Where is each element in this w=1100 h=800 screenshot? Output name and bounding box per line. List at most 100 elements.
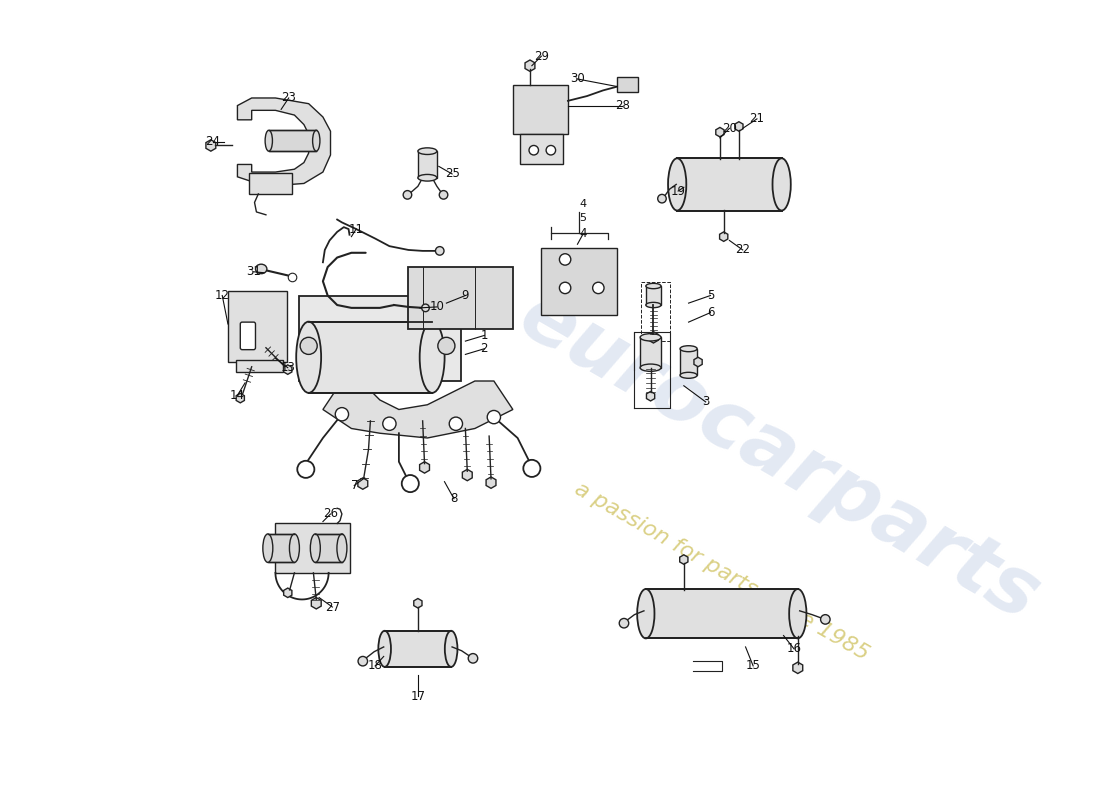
Ellipse shape bbox=[821, 614, 830, 624]
Ellipse shape bbox=[310, 534, 320, 562]
Ellipse shape bbox=[421, 304, 429, 312]
Bar bbox=[316, 534, 342, 562]
Text: 19: 19 bbox=[671, 185, 685, 198]
Bar bbox=[617, 77, 638, 92]
Polygon shape bbox=[486, 477, 496, 488]
Bar bbox=[249, 173, 292, 194]
Ellipse shape bbox=[546, 146, 556, 155]
Text: 31: 31 bbox=[246, 266, 261, 278]
Text: eurocarparts: eurocarparts bbox=[505, 277, 1053, 638]
Ellipse shape bbox=[300, 338, 317, 354]
Polygon shape bbox=[649, 332, 659, 343]
Ellipse shape bbox=[529, 146, 539, 155]
Polygon shape bbox=[323, 381, 513, 438]
Ellipse shape bbox=[418, 148, 437, 154]
Ellipse shape bbox=[646, 283, 661, 289]
Polygon shape bbox=[694, 358, 702, 366]
Text: 18: 18 bbox=[367, 659, 383, 673]
Bar bbox=[418, 151, 437, 178]
Text: 26: 26 bbox=[323, 507, 338, 521]
Ellipse shape bbox=[487, 410, 500, 424]
Bar bbox=[385, 630, 451, 667]
Polygon shape bbox=[793, 662, 803, 674]
Text: 21: 21 bbox=[749, 112, 764, 126]
Ellipse shape bbox=[438, 338, 455, 354]
Text: 27: 27 bbox=[324, 601, 340, 614]
Text: a passion for parts since 1985: a passion for parts since 1985 bbox=[571, 478, 872, 664]
Ellipse shape bbox=[680, 346, 697, 352]
Text: 9: 9 bbox=[462, 289, 469, 302]
Polygon shape bbox=[284, 588, 292, 598]
Ellipse shape bbox=[789, 589, 806, 638]
FancyBboxPatch shape bbox=[228, 290, 287, 362]
Ellipse shape bbox=[402, 475, 419, 492]
Text: 4: 4 bbox=[580, 199, 586, 210]
Ellipse shape bbox=[646, 302, 661, 308]
Bar bbox=[640, 338, 661, 368]
Text: 10: 10 bbox=[429, 301, 444, 314]
Text: 28: 28 bbox=[615, 99, 629, 112]
Ellipse shape bbox=[265, 130, 273, 151]
Polygon shape bbox=[735, 122, 743, 131]
Ellipse shape bbox=[436, 246, 444, 255]
Ellipse shape bbox=[637, 589, 654, 638]
Ellipse shape bbox=[640, 334, 661, 341]
FancyBboxPatch shape bbox=[520, 134, 563, 165]
Text: 1: 1 bbox=[481, 329, 488, 342]
Text: 23: 23 bbox=[282, 91, 296, 105]
Ellipse shape bbox=[378, 630, 390, 667]
Ellipse shape bbox=[469, 654, 477, 663]
Text: 3: 3 bbox=[702, 395, 710, 408]
Ellipse shape bbox=[658, 194, 667, 203]
Text: 17: 17 bbox=[410, 690, 426, 703]
Ellipse shape bbox=[680, 372, 697, 378]
FancyBboxPatch shape bbox=[513, 85, 568, 134]
Polygon shape bbox=[680, 555, 688, 564]
Ellipse shape bbox=[288, 274, 297, 282]
Ellipse shape bbox=[772, 158, 791, 210]
Polygon shape bbox=[716, 127, 724, 137]
Text: 15: 15 bbox=[746, 659, 760, 673]
Ellipse shape bbox=[560, 254, 571, 265]
Polygon shape bbox=[238, 98, 330, 186]
Ellipse shape bbox=[404, 190, 411, 199]
Ellipse shape bbox=[420, 322, 444, 393]
Ellipse shape bbox=[289, 534, 299, 562]
Bar bbox=[309, 322, 432, 393]
Ellipse shape bbox=[312, 130, 320, 151]
Text: 25: 25 bbox=[444, 167, 460, 181]
Bar bbox=[678, 158, 782, 210]
Text: 20: 20 bbox=[722, 122, 737, 135]
Ellipse shape bbox=[560, 282, 571, 294]
Polygon shape bbox=[525, 60, 535, 71]
Ellipse shape bbox=[640, 364, 661, 371]
Bar bbox=[267, 534, 295, 562]
Text: 12: 12 bbox=[214, 289, 230, 302]
Text: 5: 5 bbox=[580, 213, 586, 222]
FancyBboxPatch shape bbox=[299, 295, 461, 381]
Text: 16: 16 bbox=[786, 642, 802, 655]
Bar bbox=[646, 589, 798, 638]
Ellipse shape bbox=[297, 461, 315, 478]
Bar bbox=[680, 349, 697, 375]
FancyBboxPatch shape bbox=[541, 248, 617, 314]
Text: 11: 11 bbox=[349, 222, 364, 235]
Ellipse shape bbox=[449, 417, 462, 430]
Text: 8: 8 bbox=[450, 492, 458, 506]
Polygon shape bbox=[236, 394, 244, 403]
Ellipse shape bbox=[593, 282, 604, 294]
Ellipse shape bbox=[418, 174, 437, 181]
FancyBboxPatch shape bbox=[275, 523, 350, 573]
Text: 5: 5 bbox=[706, 289, 714, 302]
Ellipse shape bbox=[439, 190, 448, 199]
Ellipse shape bbox=[359, 657, 367, 666]
Polygon shape bbox=[284, 365, 292, 374]
Polygon shape bbox=[647, 391, 654, 401]
Text: 7: 7 bbox=[351, 479, 358, 492]
Polygon shape bbox=[414, 598, 422, 608]
Polygon shape bbox=[206, 140, 216, 151]
Ellipse shape bbox=[524, 460, 540, 477]
FancyBboxPatch shape bbox=[240, 322, 255, 350]
Ellipse shape bbox=[668, 158, 686, 210]
Text: 22: 22 bbox=[735, 243, 750, 257]
